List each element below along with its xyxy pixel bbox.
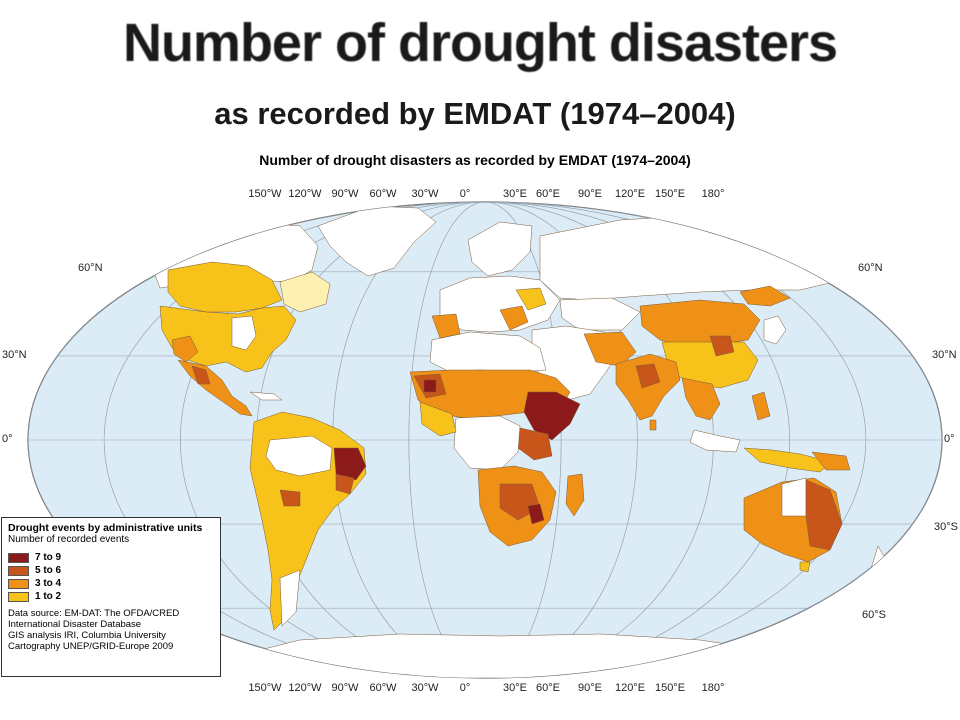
sahel-extreme bbox=[423, 379, 437, 393]
legend-source-line: International Disaster Database bbox=[8, 619, 142, 630]
legend-source-line: Cartography UNEP/GRID-Europe 2009 bbox=[8, 641, 174, 652]
latitude-label: 30°S bbox=[934, 521, 958, 533]
legend-item: 5 to 6 bbox=[8, 564, 214, 577]
russia-east-drought bbox=[739, 285, 791, 307]
indochina bbox=[681, 377, 721, 421]
longitude-label: 90°W bbox=[331, 682, 359, 694]
longitude-labels-top: 150°W 120°W 90°W 60°W 30°W 0° 30°E 60°E 90°E 120°… bbox=[0, 188, 960, 202]
legend-source-line: GIS analysis IRI, Columbia University bbox=[8, 630, 166, 641]
philippines bbox=[751, 391, 771, 421]
longitude-label: 150°E bbox=[654, 188, 686, 200]
horn-of-africa bbox=[523, 391, 581, 441]
latitude-label: 30°N bbox=[2, 349, 27, 361]
australia-center-white bbox=[781, 477, 807, 517]
slide-subtitle: as recorded by EMDAT (1974–2004) bbox=[214, 96, 736, 131]
cuba bbox=[249, 391, 283, 401]
mozambique-extreme bbox=[527, 503, 545, 525]
kazakhstan bbox=[559, 297, 641, 331]
legend-item: 3 to 4 bbox=[8, 577, 214, 590]
latitude-label: 60°S bbox=[862, 609, 886, 621]
longitude-label: 120°E bbox=[614, 188, 646, 200]
mexico-north-severe bbox=[191, 365, 211, 385]
legend-swatch bbox=[8, 591, 29, 602]
greenland bbox=[317, 205, 437, 277]
brazil-east bbox=[335, 473, 355, 495]
longitude-label: 60°W bbox=[369, 682, 397, 694]
legend-swatch bbox=[8, 578, 29, 589]
longitude-label: 150°W bbox=[248, 682, 282, 694]
legend-swatch bbox=[8, 565, 29, 576]
madagascar bbox=[565, 473, 585, 517]
legend-label: 1 to 2 bbox=[35, 590, 62, 602]
latitude-label: 0° bbox=[2, 433, 13, 445]
india-severe bbox=[635, 363, 661, 389]
japan-korea bbox=[763, 315, 787, 345]
longitude-label: 0° bbox=[459, 682, 471, 694]
patagonia-white bbox=[279, 569, 301, 627]
longitude-label: 30°E bbox=[503, 682, 527, 694]
amazon-white bbox=[265, 435, 333, 477]
longitude-label: 30°W bbox=[411, 682, 439, 694]
legend-source: Data source: EM-DAT: The OFDA/CRED Intern… bbox=[8, 608, 214, 652]
papua-new-guinea bbox=[811, 451, 851, 471]
slide-title: Number of drought disasters bbox=[122, 13, 838, 73]
longitude-label: 180° bbox=[701, 682, 725, 694]
latitude-label: 30°N bbox=[932, 349, 957, 361]
legend-subtitle: Number of recorded events bbox=[8, 534, 130, 545]
eastern-europe bbox=[515, 287, 547, 311]
west-coast-africa bbox=[419, 401, 457, 437]
china-severe bbox=[709, 335, 735, 357]
longitude-label: 90°E bbox=[578, 188, 602, 200]
central-africa-white bbox=[453, 415, 521, 471]
legend-item: 1 to 2 bbox=[8, 590, 214, 603]
latitude-label: 0° bbox=[944, 433, 955, 445]
legend-swatch bbox=[8, 552, 29, 563]
longitude-label: 120°W bbox=[288, 188, 322, 200]
brazil-northeast bbox=[333, 447, 367, 481]
legend-item: 7 to 9 bbox=[8, 551, 214, 564]
australia-east-severe bbox=[805, 479, 843, 551]
longitude-label: 30°E bbox=[503, 188, 527, 200]
longitude-label: 60°W bbox=[369, 188, 397, 200]
longitude-label: 150°E bbox=[654, 682, 686, 694]
balkans bbox=[499, 305, 529, 331]
sri-lanka bbox=[649, 419, 657, 431]
usa-east-white bbox=[231, 315, 257, 351]
longitude-label: 120°E bbox=[614, 682, 646, 694]
scandinavia bbox=[467, 221, 533, 277]
longitude-label: 30°W bbox=[411, 188, 439, 200]
longitude-label: 60°E bbox=[536, 682, 560, 694]
longitude-label: 150°W bbox=[248, 188, 282, 200]
latitude-label: 60°N bbox=[858, 262, 883, 274]
longitude-label: 90°E bbox=[578, 682, 602, 694]
legend-label: 5 to 6 bbox=[35, 564, 62, 576]
legend-label: 3 to 4 bbox=[35, 577, 62, 589]
longitude-labels-bottom: 150°W 120°W 90°W 60°W 30°W 0° 30°E 60°E 90°E 120°… bbox=[0, 682, 960, 696]
longitude-label: 120°W bbox=[288, 682, 322, 694]
tasmania bbox=[799, 561, 811, 573]
indonesia-west bbox=[689, 429, 741, 453]
india bbox=[615, 353, 681, 421]
longitude-label: 0° bbox=[459, 188, 471, 200]
latitude-label: 60°N bbox=[78, 262, 103, 274]
legend: Drought events by administrative units N… bbox=[1, 517, 221, 677]
legend-title: Drought events by administrative units bbox=[8, 522, 203, 534]
quebec-region bbox=[279, 271, 331, 313]
longitude-label: 90°W bbox=[331, 188, 359, 200]
bolivia bbox=[279, 489, 301, 507]
map-title: Number of drought disasters as recorded … bbox=[259, 152, 691, 168]
legend-label: 7 to 9 bbox=[35, 551, 62, 563]
longitude-label: 60°E bbox=[536, 188, 560, 200]
legend-source-line: Data source: EM-DAT: The OFDA/CRED bbox=[8, 608, 180, 619]
iran-afghan bbox=[583, 331, 637, 367]
longitude-label: 180° bbox=[701, 188, 725, 200]
usa-southwest bbox=[171, 335, 199, 363]
